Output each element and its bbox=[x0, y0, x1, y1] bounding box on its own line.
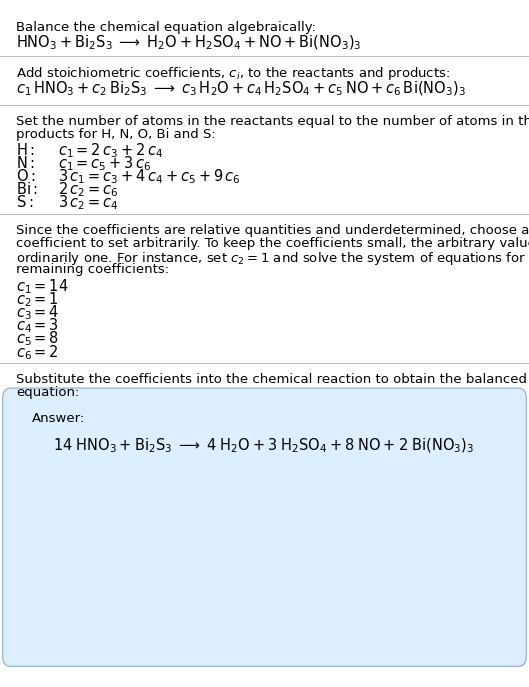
Text: $\mathrm{H:}$: $\mathrm{H:}$ bbox=[16, 142, 35, 157]
Text: $c_5 = 8$: $c_5 = 8$ bbox=[16, 330, 59, 348]
Text: $2\,c_2 = c_6$: $2\,c_2 = c_6$ bbox=[58, 181, 118, 199]
Text: $c_4 = 3$: $c_4 = 3$ bbox=[16, 317, 59, 335]
Text: Since the coefficients are relative quantities and underdetermined, choose a: Since the coefficients are relative quan… bbox=[16, 224, 529, 237]
Text: $c_1 = 2\,c_3 + 2\,c_4$: $c_1 = 2\,c_3 + 2\,c_4$ bbox=[58, 142, 163, 160]
Text: Set the number of atoms in the reactants equal to the number of atoms in the: Set the number of atoms in the reactants… bbox=[16, 115, 529, 128]
Text: $3\,c_1 = c_3 + 4\,c_4 + c_5 + 9\,c_6$: $3\,c_1 = c_3 + 4\,c_4 + c_5 + 9\,c_6$ bbox=[58, 168, 241, 186]
Text: Answer:: Answer: bbox=[32, 412, 85, 425]
Text: $c_1 = 14$: $c_1 = 14$ bbox=[16, 278, 69, 296]
Text: $3\,c_2 = c_4$: $3\,c_2 = c_4$ bbox=[58, 194, 119, 212]
Text: $\mathrm{O:}$: $\mathrm{O:}$ bbox=[16, 168, 35, 183]
Text: $\mathrm{S:}$: $\mathrm{S:}$ bbox=[16, 194, 33, 210]
Text: Add stoichiometric coefficients, $c_i$, to the reactants and products:: Add stoichiometric coefficients, $c_i$, … bbox=[16, 65, 450, 82]
Text: $c_6 = 2$: $c_6 = 2$ bbox=[16, 343, 59, 361]
Text: Substitute the coefficients into the chemical reaction to obtain the balanced: Substitute the coefficients into the che… bbox=[16, 373, 527, 386]
Text: $c_1\,\mathrm{HNO_3} + c_2\,\mathrm{Bi_2S_3} \;\longrightarrow\; c_3\,\mathrm{H_: $c_1\,\mathrm{HNO_3} + c_2\,\mathrm{Bi_2… bbox=[16, 80, 466, 98]
Text: remaining coefficients:: remaining coefficients: bbox=[16, 263, 169, 276]
Text: $\mathrm{Bi:}$: $\mathrm{Bi:}$ bbox=[16, 181, 38, 196]
Text: $c_1 = c_5 + 3\,c_6$: $c_1 = c_5 + 3\,c_6$ bbox=[58, 155, 152, 173]
Text: $c_2 = 1$: $c_2 = 1$ bbox=[16, 291, 59, 309]
Text: $c_3 = 4$: $c_3 = 4$ bbox=[16, 304, 59, 322]
Text: $\mathrm{HNO_3 + Bi_2S_3 \;\longrightarrow\; H_2O + H_2SO_4 + NO + Bi(NO_3)_3}$: $\mathrm{HNO_3 + Bi_2S_3 \;\longrightarr… bbox=[16, 34, 361, 52]
Text: products for H, N, O, Bi and S:: products for H, N, O, Bi and S: bbox=[16, 128, 216, 141]
Text: $\mathrm{14\;HNO_3 + Bi_2S_3 \;\longrightarrow\; 4\;H_2O + 3\;H_2SO_4 + 8\;NO + : $\mathrm{14\;HNO_3 + Bi_2S_3 \;\longrigh… bbox=[53, 436, 474, 455]
Text: $\mathrm{N:}$: $\mathrm{N:}$ bbox=[16, 155, 35, 170]
FancyBboxPatch shape bbox=[3, 388, 526, 666]
Text: coefficient to set arbitrarily. To keep the coefficients small, the arbitrary va: coefficient to set arbitrarily. To keep … bbox=[16, 237, 529, 250]
Text: ordinarily one. For instance, set $c_2 = 1$ and solve the system of equations fo: ordinarily one. For instance, set $c_2 =… bbox=[16, 250, 529, 267]
Text: equation:: equation: bbox=[16, 386, 79, 399]
Text: Balance the chemical equation algebraically:: Balance the chemical equation algebraica… bbox=[16, 21, 316, 34]
